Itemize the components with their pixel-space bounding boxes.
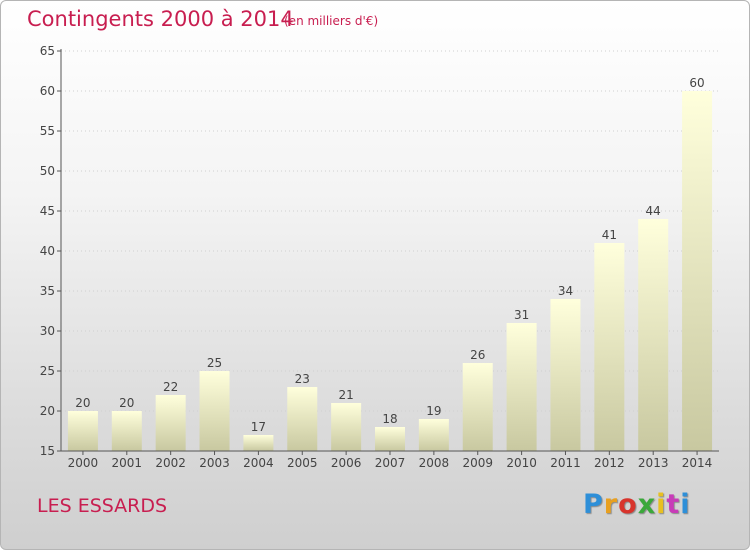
x-tick-label: 2001 [112,456,143,470]
x-tick-label: 2003 [199,456,230,470]
axes-group [57,49,719,455]
logo-letter: i [680,489,691,520]
data-label: 60 [689,76,704,90]
bar [550,299,581,451]
y-tick-label: 20 [40,404,55,418]
bar [506,323,537,451]
bar [243,435,274,451]
y-tick-label: 45 [40,204,55,218]
x-tick-label: 2009 [462,456,493,470]
logo-letter: i [656,489,667,520]
x-tick-label: 2014 [682,456,713,470]
data-label: 44 [646,204,661,218]
x-tick-label: 2011 [550,456,581,470]
logo-letter: x [637,489,657,520]
data-label: 23 [295,372,310,386]
x-tick-label: 2012 [594,456,625,470]
x-tick-label: 2002 [155,456,186,470]
y-tick-label: 50 [40,164,55,178]
logo-letter: t [666,489,681,520]
data-label: 19 [426,404,441,418]
bar [375,427,405,451]
y-tick-label: 60 [40,84,55,98]
chart-subtitle: (en milliers d'€) [284,14,379,28]
bar [155,395,186,451]
bar [199,371,230,451]
bar [418,419,449,451]
labels-group: 15 20 25 30 35 40 45 50 55 60 65 20 2000 20 2001 22 2002… [40,44,713,470]
bar [67,411,98,451]
bar [682,91,713,451]
y-tick-label: 35 [40,284,55,298]
chart-title: Contingents 2000 à 2014 [27,7,294,31]
logo-letter: r [603,489,619,520]
bar [287,387,318,451]
y-tick-label: 40 [40,244,55,258]
bar [331,403,362,451]
data-label: 41 [602,228,617,242]
data-label: 25 [207,356,222,370]
data-label: 17 [251,420,266,434]
y-tick-label: 30 [40,324,55,338]
x-tick-label: 2008 [419,456,450,470]
x-tick-label: 2005 [287,456,318,470]
y-tick-label: 65 [40,44,55,58]
bar [462,363,493,451]
x-tick-label: 2010 [506,456,537,470]
x-tick-label: 2007 [375,456,406,470]
bar [638,219,669,451]
x-tick-label: 2006 [331,456,362,470]
data-label: 34 [558,284,573,298]
data-label: 18 [382,412,397,426]
y-tick-label: 25 [40,364,55,378]
data-label: 26 [470,348,485,362]
bars-group [67,91,713,451]
logo-letter: o [618,489,638,520]
x-tick-label: 2004 [243,456,274,470]
data-label: 20 [119,396,134,410]
x-tick-label: 2013 [638,456,669,470]
logo-letter: P [583,489,604,520]
bar [111,411,142,451]
y-tick-label: 15 [40,444,55,458]
bar [594,243,625,451]
data-label: 22 [163,380,178,394]
y-tick-label: 55 [40,124,55,138]
x-tick-label: 2000 [68,456,99,470]
commune-name: LES ESSARDS [37,495,168,517]
data-label: 21 [338,388,353,402]
data-label: 20 [75,396,90,410]
data-label: 31 [514,308,529,322]
proxiti-logo: Proxiti [583,489,691,520]
